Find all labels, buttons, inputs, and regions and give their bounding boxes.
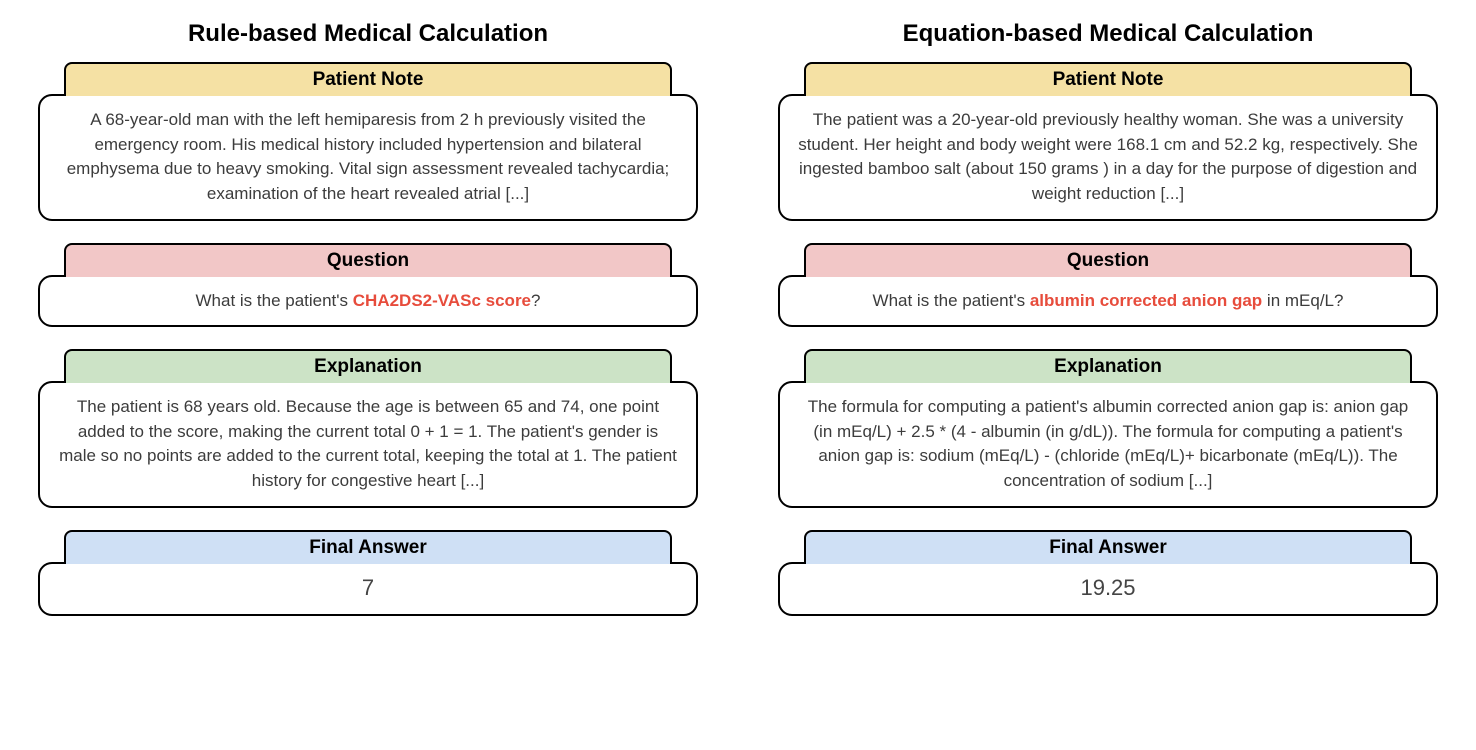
figure-container: Rule-based Medical Calculation Patient N… — [20, 20, 1456, 638]
left-explanation-card: Explanation The patient is 68 years old.… — [38, 349, 698, 508]
right-title: Equation-based Medical Calculation — [778, 20, 1438, 48]
left-patient-note-text: A 68-year-old man with the left hemipare… — [38, 94, 698, 221]
patient-note-tab: Patient Note — [64, 62, 672, 96]
question-pre: What is the patient's — [195, 291, 352, 310]
left-column: Rule-based Medical Calculation Patient N… — [38, 20, 698, 638]
explanation-tab: Explanation — [804, 349, 1412, 383]
question-post: ? — [531, 291, 540, 310]
right-question-text: What is the patient's albumin corrected … — [778, 275, 1438, 328]
right-explanation-card: Explanation The formula for computing a … — [778, 349, 1438, 508]
right-explanation-text: The formula for computing a patient's al… — [778, 381, 1438, 508]
right-final-answer-value: 19.25 — [778, 562, 1438, 616]
right-patient-note-text: The patient was a 20-year-old previously… — [778, 94, 1438, 221]
question-tab: Question — [64, 243, 672, 277]
left-question-text: What is the patient's CHA2DS2-VASc score… — [38, 275, 698, 328]
question-pre: What is the patient's — [873, 291, 1030, 310]
left-explanation-text: The patient is 68 years old. Because the… — [38, 381, 698, 508]
right-patient-note-card: Patient Note The patient was a 20-year-o… — [778, 62, 1438, 221]
question-tab: Question — [804, 243, 1412, 277]
final-answer-tab: Final Answer — [804, 530, 1412, 564]
left-final-answer-card: Final Answer 7 — [38, 530, 698, 616]
final-answer-tab: Final Answer — [64, 530, 672, 564]
question-highlight: CHA2DS2-VASc score — [353, 291, 531, 310]
left-final-answer-value: 7 — [38, 562, 698, 616]
question-post: in mEq/L? — [1262, 291, 1343, 310]
left-patient-note-card: Patient Note A 68-year-old man with the … — [38, 62, 698, 221]
left-title: Rule-based Medical Calculation — [38, 20, 698, 48]
explanation-tab: Explanation — [64, 349, 672, 383]
patient-note-tab: Patient Note — [804, 62, 1412, 96]
left-question-card: Question What is the patient's CHA2DS2-V… — [38, 243, 698, 328]
right-column: Equation-based Medical Calculation Patie… — [778, 20, 1438, 638]
right-question-card: Question What is the patient's albumin c… — [778, 243, 1438, 328]
question-highlight: albumin corrected anion gap — [1030, 291, 1262, 310]
right-final-answer-card: Final Answer 19.25 — [778, 530, 1438, 616]
